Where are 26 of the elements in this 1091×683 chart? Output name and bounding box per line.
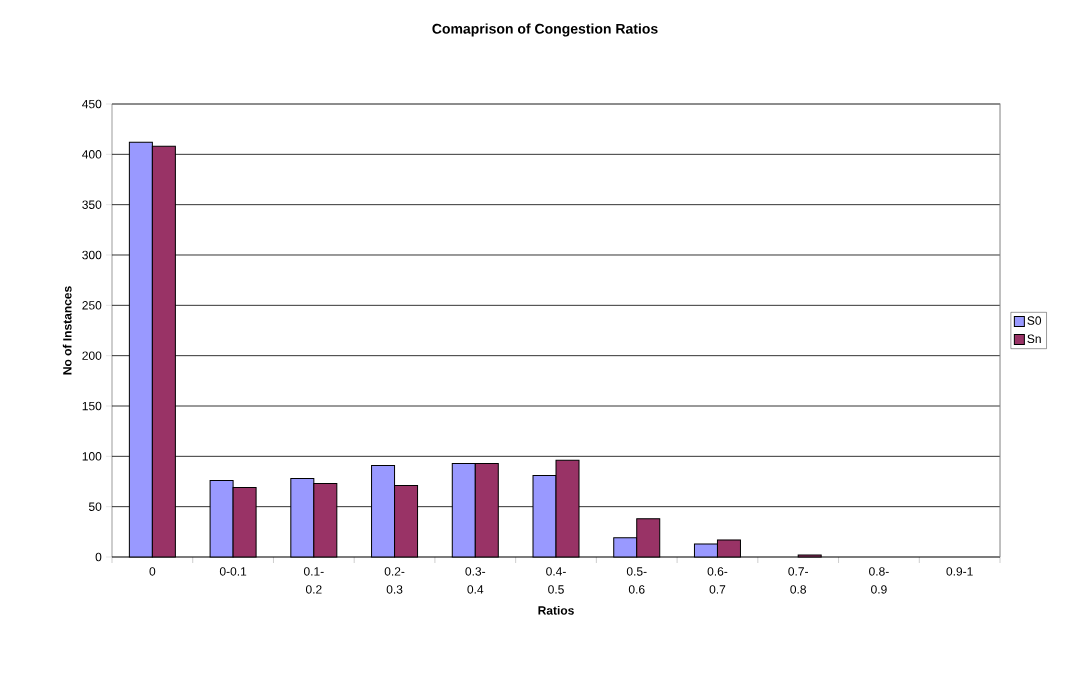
y-tick-label: 150 [82, 401, 102, 411]
y-tick-label: 250 [82, 301, 102, 310]
x-tick-label: 0.1-0.2 [303, 567, 324, 594]
legend-label: Sn [1027, 334, 1041, 343]
x-tick-label: 0.4-0.5 [546, 567, 566, 594]
y-axis-title: No of Instances [62, 286, 72, 375]
x-tick-label: 0.5-0.6 [626, 567, 647, 594]
x-tick-label: 0 [149, 567, 156, 576]
chart-title: Comaprison of Congestion Ratios [432, 23, 658, 37]
y-tick-label: 50 [88, 502, 102, 511]
x-tick-label: 0-0.1 [219, 567, 247, 576]
y-tick-label: 200 [82, 351, 102, 360]
x-tick-label: 0.7-0.8 [788, 567, 808, 594]
x-tick-label: 0.3-0.4 [465, 567, 486, 594]
y-tick-label: 0 [95, 552, 102, 562]
y-tick-label: 100 [82, 452, 102, 461]
y-tick-label: 350 [82, 200, 102, 209]
x-tick-label: 0.2-0.3 [384, 567, 405, 594]
x-tick-label: 0.9-1 [946, 567, 973, 576]
x-tick-label: 0.8-0.9 [869, 567, 889, 594]
y-tick-label: 300 [82, 250, 102, 260]
legend-label: S0 [1027, 316, 1042, 325]
y-tick-label: 450 [82, 99, 102, 109]
y-tick-label: 400 [82, 150, 102, 159]
x-axis-title: Ratios [538, 605, 574, 615]
x-tick-label: 0.6-0.7 [707, 567, 728, 594]
